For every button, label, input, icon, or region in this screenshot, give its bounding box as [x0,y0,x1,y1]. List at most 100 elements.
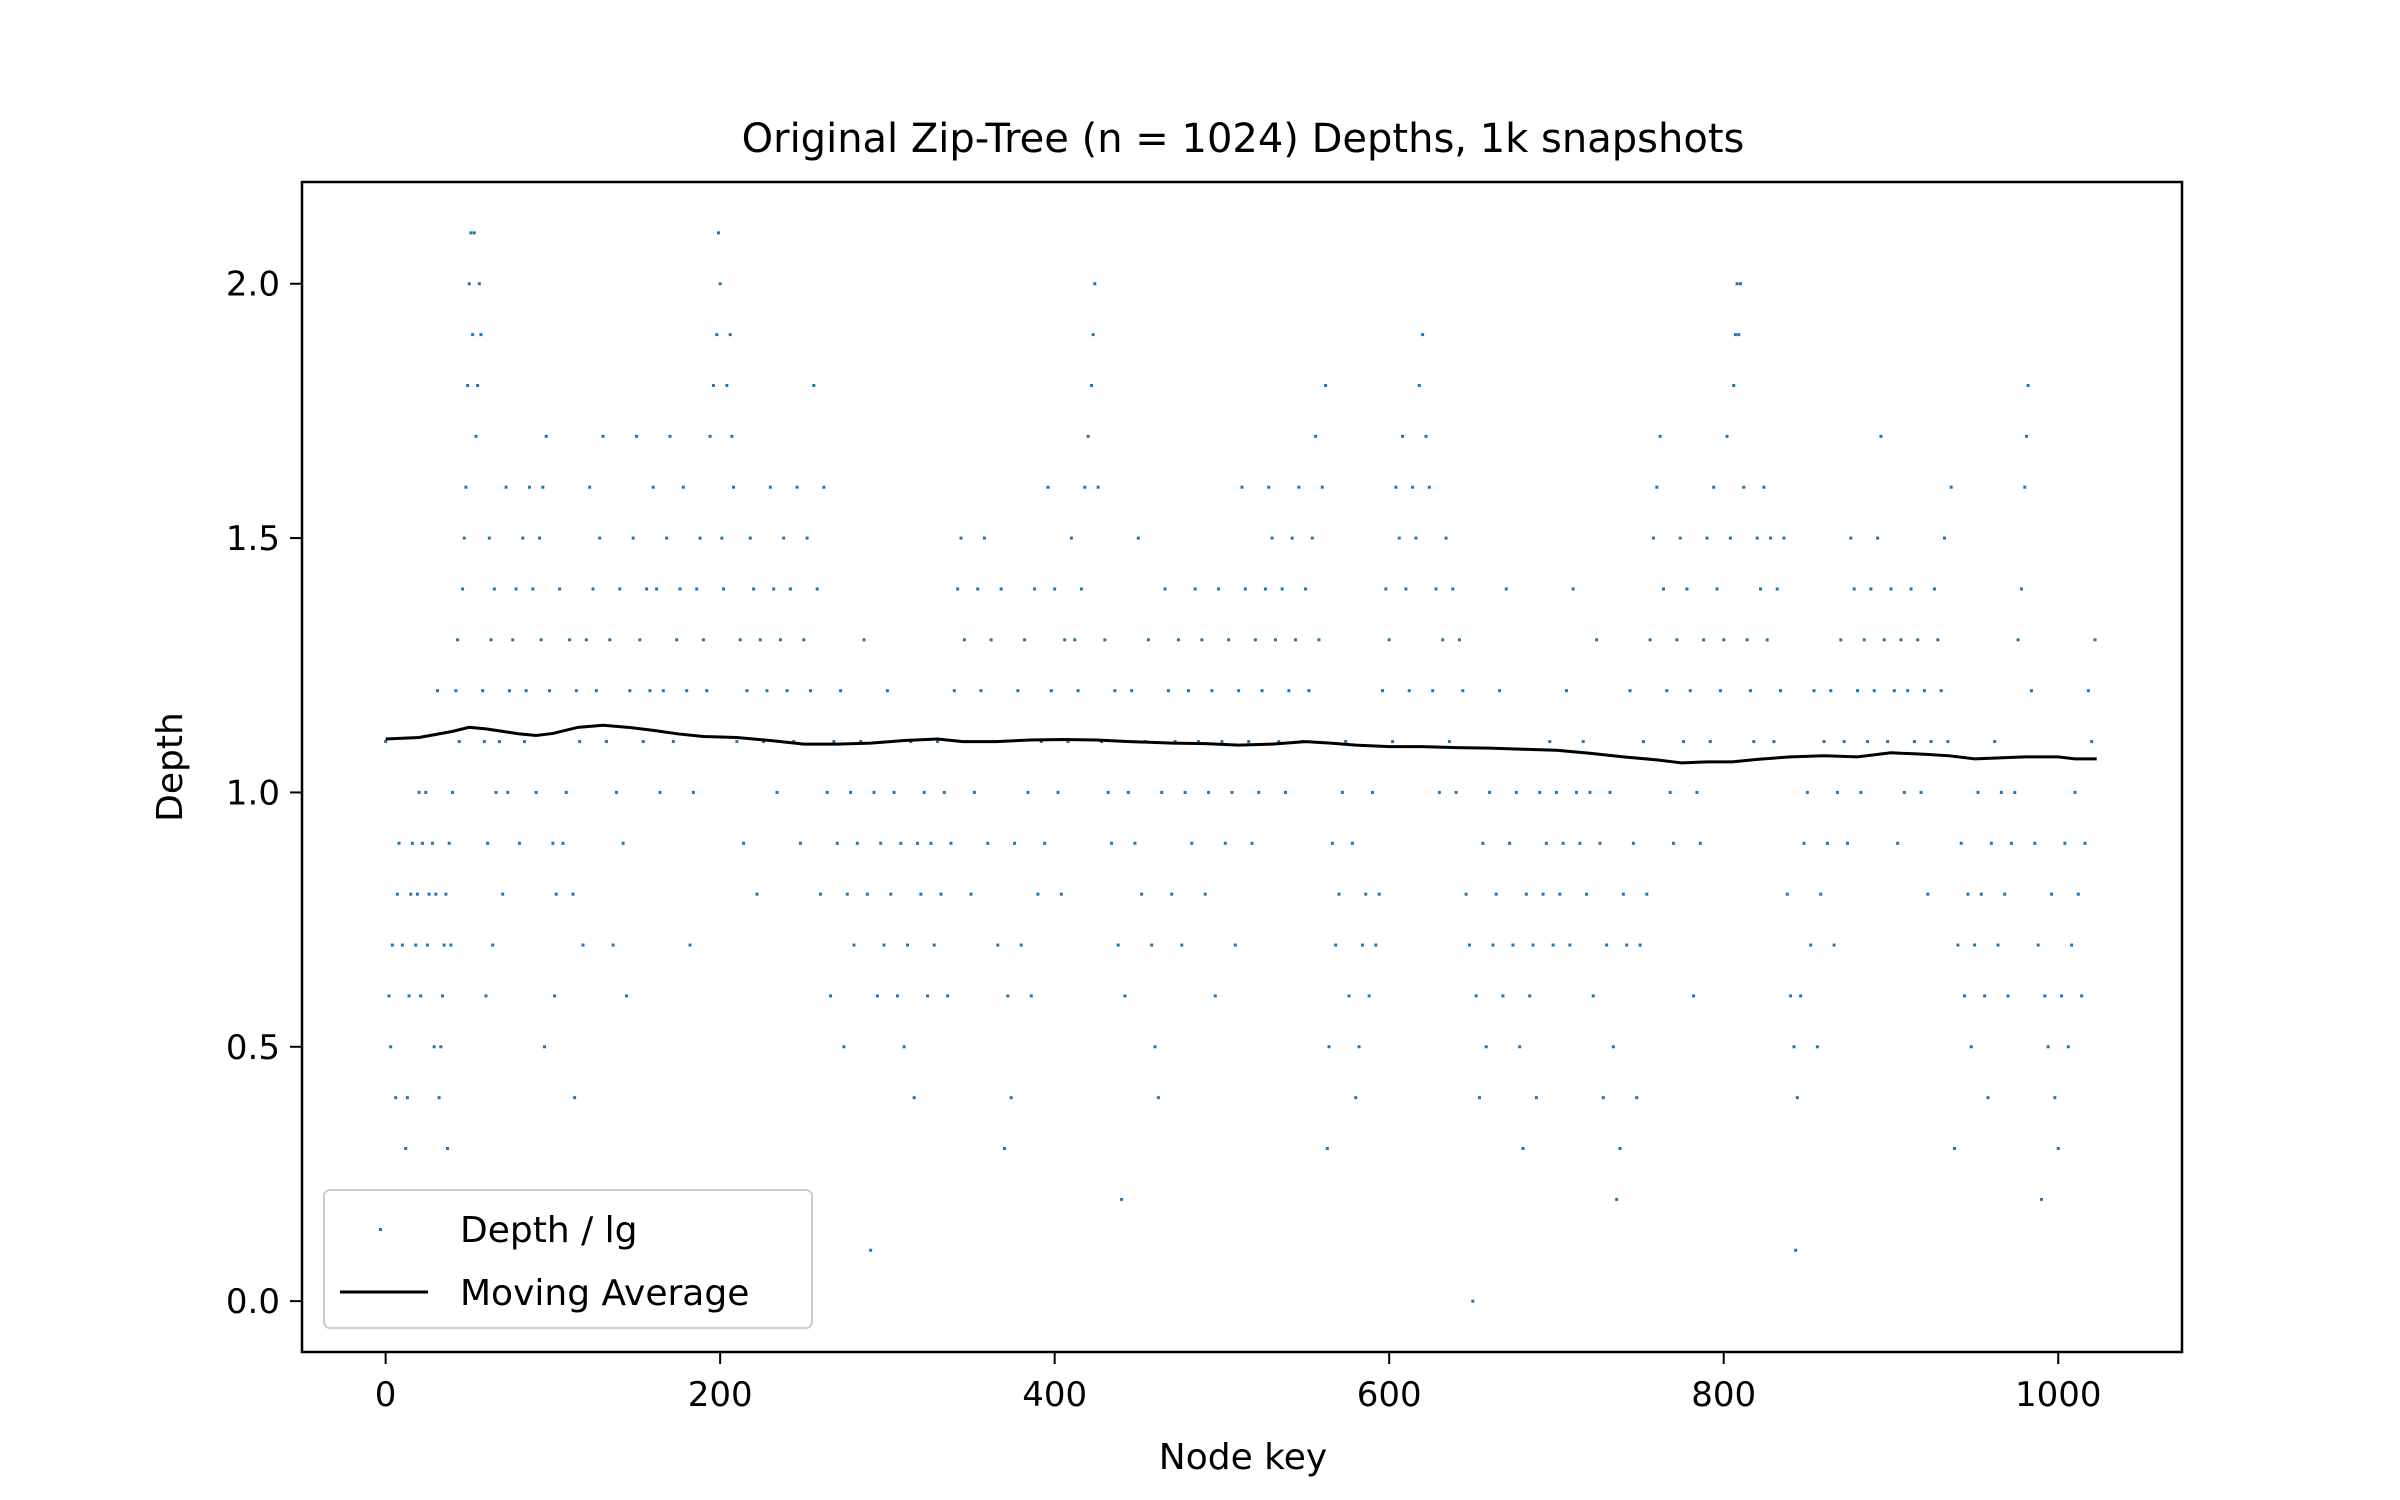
scatter-point [405,1096,409,1100]
scatter-point [671,740,675,744]
scatter-point [1484,1045,1488,1049]
scatter-point [1845,841,1849,845]
legend-label-line: Moving Average [460,1273,749,1314]
scatter-point [1976,790,1980,794]
scatter-point [1912,740,1916,744]
scatter-point [1737,333,1741,337]
scatter-point [1247,740,1251,744]
scatter-point [1819,892,1823,896]
scatter-point [1257,790,1261,794]
scatter-point [1561,841,1565,845]
scatter-point [631,536,635,540]
scatter-point [1946,740,1950,744]
scatter-point [1488,790,1492,794]
scatter-point [1932,587,1936,591]
scatter-point [1859,790,1863,794]
scatter-point [1672,841,1676,845]
scatter-point [2026,383,2030,387]
scatter-point [785,689,789,693]
scatter-point [1534,1096,1538,1100]
scatter-point [905,943,909,947]
scatter-point [1732,383,1736,387]
scatter-point [716,231,720,235]
scatter-point [479,333,483,337]
scatter-point [1103,638,1107,642]
scatter-point [698,536,702,540]
scatter-point [1210,689,1214,693]
scatter-point [492,587,496,591]
scatter-point [1521,1147,1525,1151]
scatter-point [1441,638,1445,642]
scatter-point [541,485,545,489]
scatter-point [879,841,883,845]
scatter-point [1779,689,1783,693]
scatter-point [1357,1045,1361,1049]
scatter-point [437,1096,441,1100]
scatter-point [839,689,843,693]
scatter-point [1461,689,1465,693]
scatter-point [400,943,404,947]
scatter-point [1454,790,1458,794]
scatter-point [1554,790,1558,794]
scatter-point [573,1096,577,1100]
scatter-point [701,638,705,642]
scatter-point [865,892,869,896]
scatter-point [1374,943,1378,947]
scatter-point [1327,1045,1331,1049]
scatter-point [1146,638,1150,642]
scatter-point [1073,638,1077,642]
moving-average-line [385,723,2097,765]
scatter-point [859,740,863,744]
scatter-point [1794,1248,1798,1252]
scatter-point [472,231,476,235]
scatter-point [661,689,665,693]
scatter-point [481,689,485,693]
scatter-point [778,638,782,642]
scatter-point [1896,841,1900,845]
scatter-point [578,740,582,744]
scatter-point [1091,333,1095,337]
scatter-point [1340,790,1344,794]
scatter-point [447,841,451,845]
scatter-point [1899,638,1903,642]
scatter-point [1514,790,1518,794]
scatter-point [1825,841,1829,845]
scatter-point [1367,994,1371,998]
scatter-point [444,892,448,896]
scatter-point [618,587,622,591]
scatter-point [457,740,461,744]
scatter-point [996,943,1000,947]
scatter-point [424,790,428,794]
scatter-point [1039,740,1043,744]
x-tick-label: 400 [1022,1375,1087,1415]
scatter-point [2086,689,2090,693]
scatter-point [1645,892,1649,896]
scatter-point [531,587,535,591]
scatter-point [1548,740,1552,744]
scatter-point [1002,1147,1006,1151]
scatter-point [548,689,552,693]
scatter-point [728,333,732,337]
scatter-point [1939,689,1943,693]
plot-frame [300,180,2184,1354]
scatter-point [1842,740,1846,744]
scatter-point [1494,892,1498,896]
scatter-point [456,638,460,642]
scatter-point [982,536,986,540]
scatter-point [2036,943,2040,947]
scatter-point [1638,943,1642,947]
scatter-point [638,638,642,642]
scatter-point [1019,943,1023,947]
scatter-point [2093,638,2097,642]
scatter-point [1213,994,1217,998]
scatter-point [574,689,578,693]
scatter-point [1106,790,1110,794]
scatter-point [1036,892,1040,896]
scatter-point [1491,943,1495,947]
scatter-point [1096,485,1100,489]
scatter-point [1973,943,1977,947]
scatter-point [922,790,926,794]
scatter-point [2013,790,2017,794]
scatter-point [554,892,558,896]
scatter-point [1377,892,1381,896]
